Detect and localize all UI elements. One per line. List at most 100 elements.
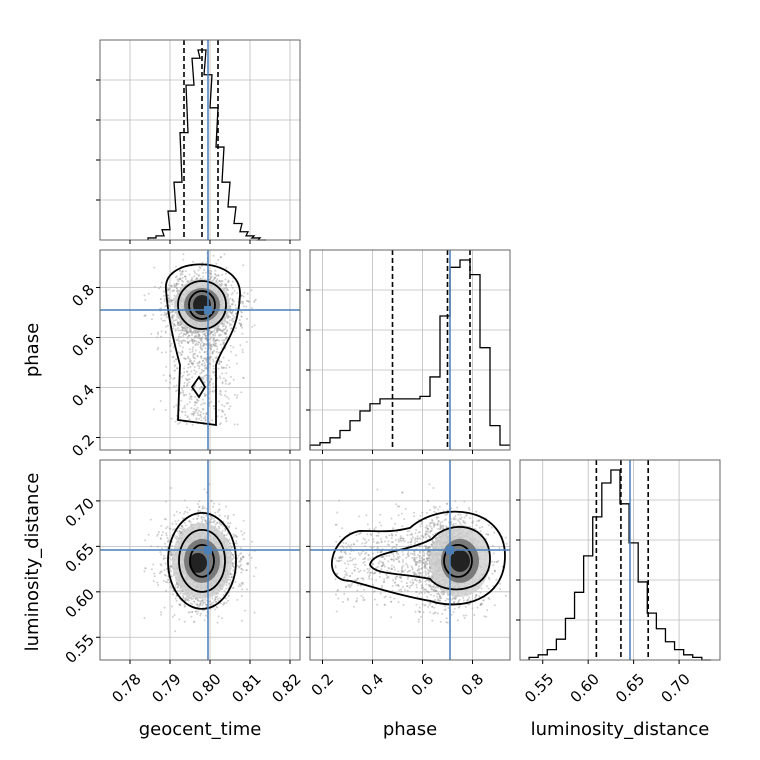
sample-point [195, 603, 198, 606]
sample-point [227, 315, 230, 318]
sample-point [188, 599, 190, 602]
sample-point [250, 540, 253, 543]
sample-point [205, 350, 208, 353]
sample-point [169, 299, 172, 301]
sample-point [224, 413, 226, 416]
sample-point [174, 364, 177, 367]
sample-point [240, 571, 243, 574]
sample-point [175, 282, 178, 285]
sample-point [221, 409, 223, 412]
sample-point [235, 527, 237, 530]
sample-point [217, 599, 220, 602]
sample-point [228, 582, 231, 585]
sample-point [229, 578, 232, 581]
sample-point [185, 329, 188, 332]
sample-point [190, 598, 193, 601]
sample-point [194, 352, 197, 355]
sample-point [224, 515, 226, 518]
sample-point [187, 331, 190, 334]
sample-point [197, 503, 200, 505]
sample-point [218, 333, 221, 336]
sample-point [179, 329, 182, 332]
sample-point [225, 284, 227, 287]
sample-point [231, 303, 233, 306]
sample-point [183, 605, 186, 608]
sample-point [179, 587, 182, 590]
sample-point [169, 381, 172, 384]
sample-point [186, 379, 189, 382]
sample-point [218, 329, 221, 331]
sample-point [192, 355, 195, 358]
sample-point [219, 280, 222, 283]
sample-point [204, 394, 206, 397]
sample-point [173, 314, 175, 317]
sample-point [208, 384, 211, 387]
sample-point [224, 332, 227, 334]
sample-point [221, 329, 224, 332]
sample-point [191, 362, 194, 365]
sample-point [162, 290, 165, 293]
sample-point [179, 247, 181, 249]
sample-point [160, 564, 163, 567]
sample-point [223, 331, 226, 334]
sample-point [181, 283, 184, 286]
sample-point [210, 273, 212, 275]
sample-point [245, 305, 248, 308]
sample-point [221, 330, 224, 333]
sample-point [172, 319, 175, 322]
sample-point [176, 327, 179, 330]
sample-point [215, 330, 218, 333]
sample-point [168, 527, 171, 530]
sample-point [180, 341, 183, 344]
sample-point [219, 256, 222, 259]
sample-point [220, 366, 223, 369]
sample-point [214, 356, 217, 359]
sample-point [213, 407, 216, 410]
sample-point [204, 419, 207, 421]
sample-point [230, 546, 233, 549]
sample-point [162, 374, 165, 377]
sample-point [232, 513, 235, 516]
sample-point [198, 505, 201, 508]
panel-background [310, 250, 510, 450]
sample-point [157, 533, 160, 536]
sample-point [202, 333, 205, 336]
sample-point [185, 330, 188, 333]
sample-point [238, 322, 241, 325]
sample-point [197, 269, 200, 272]
sample-point [166, 324, 169, 327]
sample-point [201, 261, 204, 264]
sample-point [192, 338, 195, 341]
sample-point [202, 601, 205, 604]
sample-point [176, 589, 179, 592]
sample-point [158, 572, 161, 575]
sample-point [180, 525, 183, 528]
sample-point [214, 598, 217, 601]
sample-point [153, 266, 156, 269]
sample-point [246, 317, 248, 320]
sample-point [213, 336, 216, 339]
sample-point [183, 339, 186, 342]
sample-point [204, 601, 207, 604]
sample-point [190, 395, 193, 398]
sample-point [193, 275, 196, 278]
sample-point [150, 242, 152, 244]
sample-point [214, 339, 217, 342]
sample-point [254, 566, 257, 569]
sample-point [196, 332, 199, 335]
sample-point [165, 379, 167, 382]
sample-point [188, 334, 190, 337]
sample-point [205, 339, 208, 342]
sample-point [221, 322, 224, 325]
sample-point [204, 416, 207, 419]
sample-point [212, 405, 215, 408]
sample-point [237, 554, 240, 557]
sample-point [177, 280, 180, 282]
sample-point [202, 345, 205, 348]
sample-point [225, 395, 228, 398]
sample-point [218, 279, 221, 282]
sample-point [181, 279, 183, 282]
sample-point [221, 325, 224, 328]
sample-point [246, 292, 249, 295]
